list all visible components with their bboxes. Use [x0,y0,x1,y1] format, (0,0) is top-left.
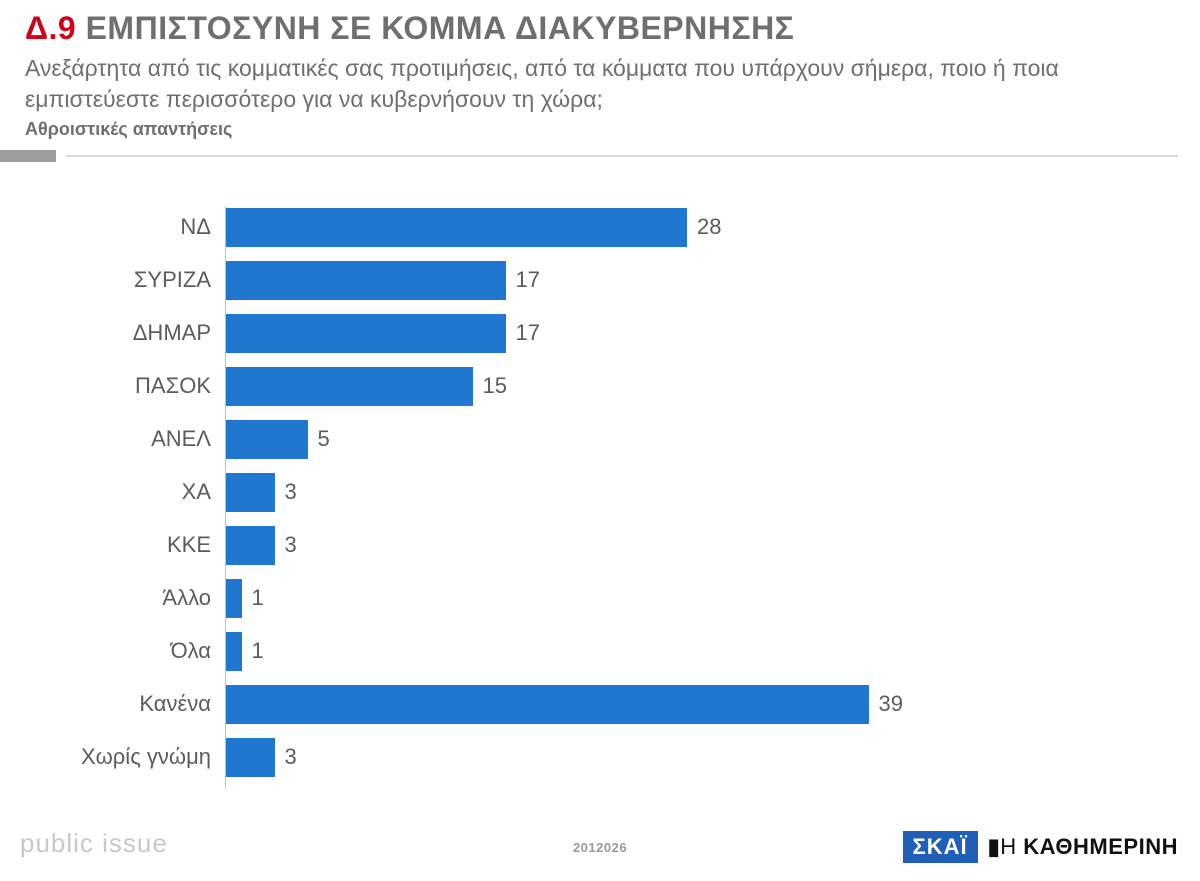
value-label: 39 [869,691,903,717]
divider-row [0,150,1200,162]
bar [225,473,275,512]
category-label: Άλλο [0,585,225,611]
bar [225,208,687,247]
category-label: ΚΚΕ [0,532,225,558]
bar [225,314,506,353]
bar-row: Κανένα39 [225,683,1200,725]
brand-skai: ΣΚΑΪ [903,831,978,863]
value-label: 5 [308,426,330,452]
bar-row: ΚΚΕ3 [225,524,1200,566]
bar-row: ΠΑΣΟΚ15 [225,365,1200,407]
brand-public-issue: public issue [20,828,168,859]
bar [225,526,275,565]
subtitle-text: Αθροιστικές απαντήσεις [25,119,1175,140]
question-text: Ανεξάρτητα από τις κομματικές σας προτιμ… [25,53,1175,115]
title-line: Δ.9 ΕΜΠΙΣΤΟΣΥΝΗ ΣΕ ΚΟΜΜΑ ΔΙΑΚΥΒΕΡΝΗΣΗΣ [25,10,1175,47]
title-main: ΕΜΠΙΣΤΟΣΥΝΗ ΣΕ ΚΟΜΜΑ ΔΙΑΚΥΒΕΡΝΗΣΗΣ [86,10,795,46]
category-label: ΧΑ [0,479,225,505]
bar [225,261,506,300]
value-label: 17 [506,267,540,293]
page: Δ.9 ΕΜΠΙΣΤΟΣΥΝΗ ΣΕ ΚΟΜΜΑ ΔΙΑΚΥΒΕΡΝΗΣΗΣ Α… [0,0,1200,881]
bar-row: ΔΗΜΑΡ17 [225,312,1200,354]
value-label: 1 [242,638,264,664]
header: Δ.9 ΕΜΠΙΣΤΟΣΥΝΗ ΣΕ ΚΟΜΜΑ ΔΙΑΚΥΒΕΡΝΗΣΗΣ Α… [0,0,1200,140]
bar [225,685,869,724]
bar-chart: ΝΔ28ΣΥΡΙΖΑ17ΔΗΜΑΡ17ΠΑΣΟΚ15ΑΝΕΛ5ΧΑ3ΚΚΕ3Άλ… [0,206,1200,778]
value-label: 17 [506,320,540,346]
divider-line [66,155,1178,157]
bar-row: ΣΥΡΙΖΑ17 [225,259,1200,301]
brands-right: ΣΚΑΪ ▮Η ΚΑΘΗΜΕΡΙΝΗ [903,831,1178,863]
bar [225,579,242,618]
bar-row: Χωρίς γνώμη3 [225,736,1200,778]
category-label: ΣΥΡΙΖΑ [0,267,225,293]
bar [225,738,275,777]
bar [225,420,308,459]
category-label: Κανένα [0,691,225,717]
value-label: 1 [242,585,264,611]
value-label: 3 [275,744,297,770]
title-prefix: Δ.9 [25,10,76,46]
category-label: ΝΔ [0,214,225,240]
bar-row: ΧΑ3 [225,471,1200,513]
axis-baseline [225,206,226,789]
bar-row: ΑΝΕΛ5 [225,418,1200,460]
footer-code: 2012026 [573,840,627,855]
bar [225,632,242,671]
value-label: 15 [473,373,507,399]
bar-row: ΝΔ28 [225,206,1200,248]
category-label: Χωρίς γνώμη [0,744,225,770]
category-label: ΠΑΣΟΚ [0,373,225,399]
category-label: Όλα [0,638,225,664]
bar-row: Όλα1 [225,630,1200,672]
value-label: 3 [275,532,297,558]
category-label: ΔΗΜΑΡ [0,320,225,346]
category-label: ΑΝΕΛ [0,426,225,452]
value-label: 3 [275,479,297,505]
brand-kathimerini: ▮Η ΚΑΘΗΜΕΡΙΝΗ [988,834,1178,860]
bar [225,367,473,406]
brand-kathimerini-name: ΚΑΘΗΜΕΡΙΝΗ [1023,834,1178,859]
brand-kathimerini-prefix: Η [1000,834,1016,859]
brand-kathimerini-bullet: ▮ [988,834,1001,859]
divider-stub [0,150,56,162]
value-label: 28 [687,214,721,240]
footer: public issue 2012026 ΣΚΑΪ ▮Η ΚΑΘΗΜΕΡΙΝΗ [0,825,1200,865]
bar-row: Άλλο1 [225,577,1200,619]
